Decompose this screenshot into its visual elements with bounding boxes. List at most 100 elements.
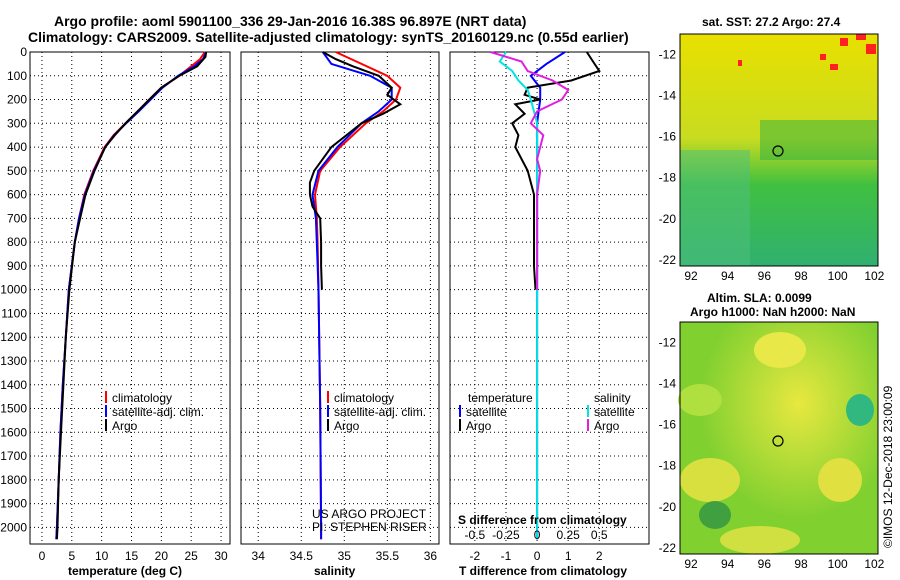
series-line-temperature-argo: [510, 51, 601, 290]
title-line1: Argo profile: aoml 5901100_336 29-Jan-20…: [54, 13, 526, 29]
map-lat-tick-label: -16: [659, 418, 677, 432]
legend-climatology-2: climatology: [334, 391, 394, 405]
x-tick-label: 0: [534, 549, 541, 563]
depth-tick-label: 700: [7, 211, 27, 225]
diff-xlabel: T difference from climatology: [459, 564, 627, 578]
map-lat-tick-label: -14: [659, 89, 677, 103]
depth-tick-label: 1000: [0, 283, 27, 297]
depth-tick-label: 1400: [0, 378, 27, 392]
depth-tick-label: 1300: [0, 354, 27, 368]
s-diff-tick-label: 0.5: [591, 528, 608, 542]
legend-t-satellite: satellite: [466, 405, 507, 419]
sla-map: [678, 321, 879, 555]
x-tick-label: 36: [424, 549, 438, 563]
s-diff-tick-label: 0: [534, 528, 541, 542]
legend-argo: Argo: [112, 419, 138, 433]
legend-temperature: temperature: [468, 391, 533, 405]
series-line-satellite-adj-clim-: [311, 51, 393, 540]
depth-tick-label: 200: [7, 93, 27, 107]
x-tick-label: 34.5: [290, 549, 314, 563]
map-lon-tick-label: 92: [684, 557, 698, 571]
map-lat-tick-label: -18: [659, 171, 677, 185]
map-lat-tick-label: -12: [659, 336, 677, 350]
x-tick-label: 0: [39, 549, 46, 563]
sst-map: [679, 33, 879, 267]
legend-salinity: salinity: [594, 391, 631, 405]
map-lon-tick-label: 94: [721, 557, 735, 571]
map-lon-tick-label: 94: [721, 269, 735, 283]
x-tick-label: 10: [95, 549, 109, 563]
salinity-panel: [240, 51, 440, 545]
temperature-xlabel: temperature (deg C): [68, 564, 182, 578]
sla-map-title1: Altim. SLA: 0.0099: [707, 291, 812, 305]
depth-tick-label: 0: [20, 45, 27, 59]
salinity-legend: climatology satellite-adj. clim. Argo: [327, 391, 426, 433]
series-line-argo: [55, 51, 208, 540]
x-tick-label: -1: [501, 549, 512, 563]
map-lon-tick-label: 100: [828, 269, 848, 283]
map-lon-tick-label: 102: [864, 557, 884, 571]
sla-map-title2: Argo h1000: NaN h2000: NaN: [690, 305, 855, 319]
map-lon-tick-label: 98: [794, 269, 808, 283]
map-lat-tick-label: -16: [659, 130, 677, 144]
x-tick-label: 35.5: [376, 549, 400, 563]
difference-legend: temperature satellite Argo salinity sate…: [459, 391, 635, 433]
x-tick-label: -2: [470, 549, 481, 563]
depth-tick-label: 1700: [0, 449, 27, 463]
x-tick-label: 35: [338, 549, 352, 563]
credit-line2: PI: STEPHEN RISER: [312, 520, 427, 534]
credit-line1: US ARGO PROJECT: [312, 507, 427, 521]
map-lon-tick-label: 98: [794, 557, 808, 571]
depth-tick-label: 1500: [0, 402, 27, 416]
difference-panel: [449, 51, 650, 545]
x-tick-label: 15: [125, 549, 139, 563]
depth-tick-label: 100: [7, 69, 27, 83]
depth-tick-label: 2000: [0, 520, 27, 534]
depth-tick-label: 600: [7, 188, 27, 202]
series-line-argo: [308, 51, 403, 290]
map-lon-tick-label: 92: [684, 269, 698, 283]
depth-tick-label: 1200: [0, 330, 27, 344]
legend-t-argo: Argo: [466, 419, 492, 433]
series-line-salinity-argo: [490, 51, 570, 290]
s-diff-label: S difference from climatology: [458, 513, 627, 527]
depth-tick-label: 400: [7, 140, 27, 154]
legend-satellite-adj-2: satellite-adj. clim.: [334, 405, 426, 419]
sst-argo-location-marker: [772, 145, 784, 157]
depth-tick-label: 900: [7, 259, 27, 273]
x-tick-label: 25: [185, 549, 199, 563]
depth-tick-label: 300: [7, 116, 27, 130]
series-line-salinity-satellite: [498, 51, 539, 540]
legend-argo-2: Argo: [334, 419, 360, 433]
depth-tick-label: 800: [7, 235, 27, 249]
sla-argo-location-marker: [772, 435, 784, 447]
legend-s-argo: Argo: [594, 419, 620, 433]
x-tick-label: 2: [596, 549, 603, 563]
s-diff-tick-label: 0.25: [556, 528, 580, 542]
legend-satellite-adj: satellite-adj. clim.: [112, 405, 204, 419]
map-lat-tick-label: -18: [659, 459, 677, 473]
map-lon-tick-label: 96: [758, 269, 772, 283]
map-lon-tick-label: 100: [828, 557, 848, 571]
legend-climatology: climatology: [112, 391, 172, 405]
x-tick-label: 20: [155, 549, 169, 563]
title-line2: Climatology: CARS2009. Satellite-adjuste…: [28, 29, 629, 45]
x-tick-label: 34: [252, 549, 266, 563]
depth-tick-label: 1600: [0, 425, 27, 439]
map-lat-tick-label: -14: [659, 377, 677, 391]
sst-map-title: sat. SST: 27.2 Argo: 27.4: [702, 15, 841, 29]
temperature-panel: [29, 51, 231, 545]
imos-credit: ©IMOS 12-Dec-2018 23:00:09: [881, 385, 895, 548]
map-lat-tick-label: -22: [659, 253, 677, 267]
map-lat-tick-label: -22: [659, 541, 677, 555]
depth-tick-label: 1800: [0, 473, 27, 487]
map-lat-tick-label: -20: [659, 500, 677, 514]
salinity-xlabel: salinity: [314, 564, 356, 578]
s-diff-tick-label: -0.25: [492, 528, 520, 542]
map-lat-tick-label: -20: [659, 212, 677, 226]
depth-tick-label: 500: [7, 164, 27, 178]
temperature-legend: climatology satellite-adj. clim. Argo: [105, 391, 204, 433]
s-diff-tick-label: -0.5: [465, 528, 486, 542]
map-lat-tick-label: -12: [659, 48, 677, 62]
